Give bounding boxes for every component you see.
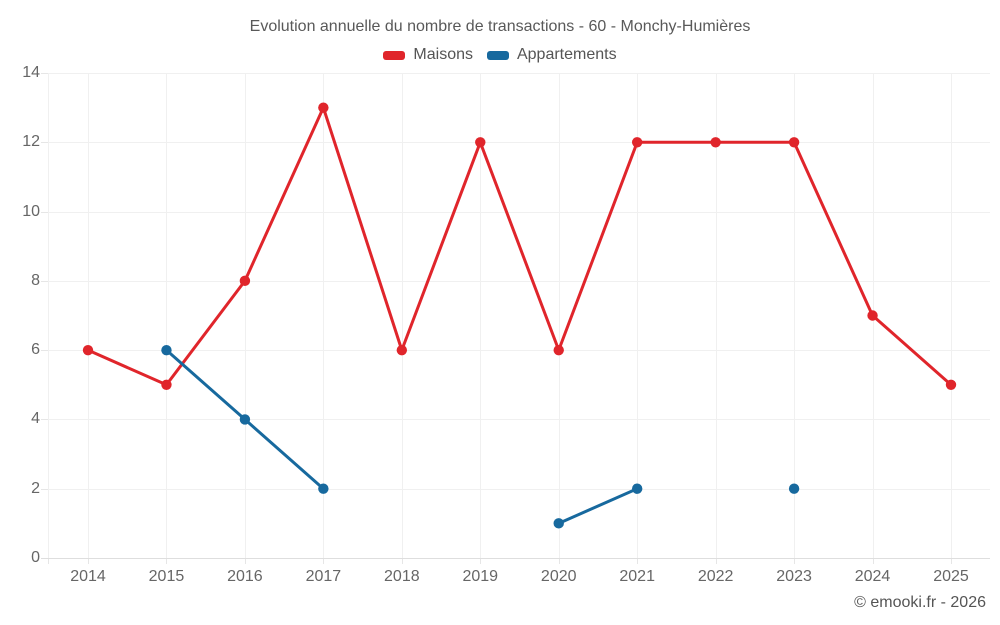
data-point-maisons — [631, 137, 643, 148]
x-tick-label: 2015 — [148, 568, 185, 585]
series-line-maisons — [86, 106, 953, 387]
data-point-maisons — [475, 137, 486, 148]
data-point-appartements — [788, 483, 800, 494]
x-tick-label: 2023 — [776, 568, 812, 585]
legend-label-maisons: Maisons — [413, 46, 473, 63]
maisons-series-swatch-icon — [383, 50, 406, 60]
chart-legend: Maisons Appartements — [0, 45, 1000, 65]
data-point-maisons — [318, 102, 329, 113]
data-point-maisons — [945, 379, 957, 390]
data-point-maisons — [710, 137, 721, 148]
x-tick-label: 2016 — [227, 568, 263, 585]
y-tick-label: 10 — [22, 202, 40, 220]
copyright-text: © emooki.fr - 2026 — [854, 594, 986, 611]
legend-label-appartements: Appartements — [516, 46, 617, 63]
legend-item-maisons[interactable]: Maisons — [383, 45, 473, 65]
y-tick-label: 12 — [22, 133, 40, 151]
data-point-appartements — [161, 344, 172, 356]
data-point-appartements — [318, 483, 329, 494]
appartements-series-swatch-icon — [486, 50, 509, 60]
chart-title: Evolution annuelle du nombre de transact… — [249, 18, 751, 35]
y-tick-label: 4 — [31, 410, 40, 428]
series-line-appartements — [557, 487, 639, 525]
x-tick-label: 2019 — [462, 568, 499, 585]
x-tick-label: 2025 — [933, 568, 969, 585]
x-tick-label: 2014 — [70, 568, 106, 585]
data-point-appartements — [631, 483, 643, 494]
data-point-maisons — [239, 275, 251, 287]
y-tick-label: 0 — [31, 549, 40, 566]
data-point-maisons — [867, 310, 878, 321]
data-point-maisons — [788, 137, 800, 148]
data-point-maisons — [553, 344, 564, 356]
x-tick-label: 2018 — [384, 568, 420, 585]
y-tick-label: 2 — [31, 479, 40, 497]
data-point-appartements — [239, 414, 251, 425]
x-tick-label: 2024 — [854, 568, 891, 585]
x-tick-label: 2021 — [619, 568, 655, 585]
y-tick-label: 8 — [31, 271, 40, 289]
legend-item-appartements[interactable]: Appartements — [486, 45, 617, 65]
data-point-maisons — [396, 344, 408, 356]
x-tick-label: 2017 — [305, 568, 342, 585]
data-point-maisons — [161, 379, 172, 390]
x-tick-label: 2022 — [697, 568, 734, 585]
y-tick-label: 14 — [22, 64, 40, 81]
x-tick-label: 2020 — [540, 568, 577, 585]
data-point-maisons — [82, 344, 94, 356]
y-tick-label: 6 — [31, 341, 40, 359]
data-point-appartements — [553, 518, 564, 529]
